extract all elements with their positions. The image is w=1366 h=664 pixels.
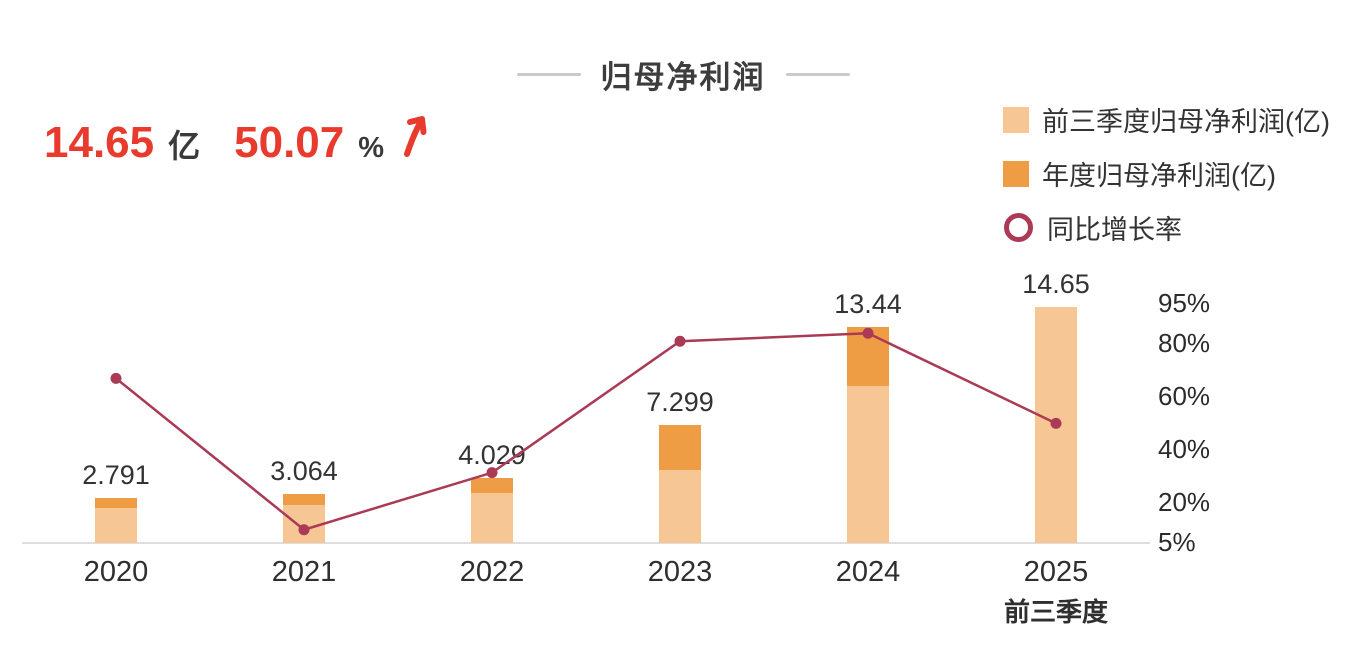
annual-bar — [847, 326, 889, 387]
bar-series-swatch-icon — [1003, 106, 1030, 133]
q3-bar — [847, 386, 889, 543]
bar-value-label: 3.064 — [270, 455, 338, 486]
legend: 前三季度归母净利润(亿) 年度归母净利润(亿) 同比增长率 — [1003, 100, 1330, 247]
legend-item: 同比增长率 — [1003, 208, 1182, 247]
q3-bar — [283, 505, 325, 543]
headline-growth-unit: % — [358, 132, 385, 164]
q3-bar — [95, 507, 137, 543]
bar-value-label: 2.791 — [82, 460, 150, 491]
chart-title-row: 归母净利润 — [0, 52, 1366, 97]
x-axis-label: 2020 — [83, 556, 149, 588]
x-axis-label: 2021 — [271, 556, 337, 588]
annual-bar — [283, 493, 325, 506]
up-arrow-icon — [398, 112, 434, 163]
x-axis-sub-label: 前三季度 — [1003, 597, 1109, 627]
bar-value-label: 7.299 — [646, 387, 714, 418]
percent-axis-tick: 80% — [1158, 327, 1211, 358]
q3-bar — [1035, 307, 1077, 543]
percent-axis-tick: 5% — [1158, 527, 1196, 557]
bar-value-label: 4.029 — [458, 440, 526, 471]
percent-axis-tick: 40% — [1158, 434, 1211, 465]
bar-value-label: 13.44 — [834, 288, 902, 319]
x-axis-label: 2022 — [459, 556, 525, 588]
percent-axis-tick: 95% — [1158, 288, 1211, 319]
x-axis-line — [22, 542, 1150, 544]
annual-bar — [471, 478, 513, 494]
legend-label: 年度归母净利润(亿) — [1042, 161, 1276, 191]
q3-bar — [471, 493, 513, 543]
legend-item: 年度归母净利润(亿) — [1003, 154, 1276, 193]
percent-axis-tick: 20% — [1158, 487, 1211, 518]
headline-stats: 14.65 亿 50.07 % — [44, 116, 434, 169]
annual-bar — [659, 425, 701, 470]
legend-item: 前三季度归母净利润(亿) — [1003, 100, 1330, 139]
headline-value: 14.65 — [44, 118, 155, 167]
bar-series-swatch-icon — [1003, 160, 1030, 187]
legend-label: 前三季度归母净利润(亿) — [1042, 107, 1330, 137]
annual-bar — [95, 498, 137, 508]
x-axis-label: 2025 — [1023, 556, 1089, 588]
line-series-marker-icon — [1004, 213, 1034, 242]
percent-axis-tick: 60% — [1158, 380, 1211, 411]
x-axis-label: 2024 — [835, 556, 901, 588]
x-axis-label: 2023 — [647, 556, 713, 588]
headline-unit: 亿 — [168, 128, 201, 164]
q3-bar — [659, 469, 701, 543]
chart-title: 归母净利润 — [600, 60, 766, 95]
title-left-dash — [516, 73, 581, 76]
bar-value-label: 14.65 — [1022, 269, 1090, 300]
headline-growth: 50.07 — [234, 118, 345, 167]
legend-label: 同比增长率 — [1047, 215, 1183, 245]
title-right-dash — [785, 73, 850, 76]
